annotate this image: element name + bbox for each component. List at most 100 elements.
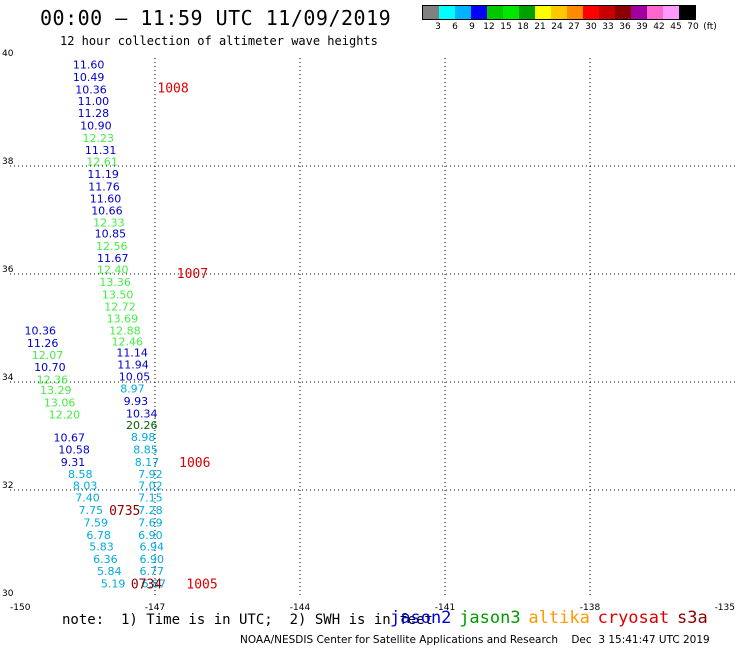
wave-height-label: 13.69 — [107, 312, 138, 325]
wave-height-label: 6.36 — [93, 553, 118, 566]
wave-height-label: 11.60 — [73, 58, 105, 71]
wave-height-label: 7.75 — [79, 504, 104, 517]
color-scale-label: 6 — [452, 22, 458, 32]
wave-height-label: 13.29 — [40, 384, 72, 397]
wave-height-label: 10.05 — [119, 371, 151, 384]
y-tick-label: 36 — [2, 265, 14, 275]
color-swatch — [455, 6, 471, 19]
wave-height-label: 7.15 — [138, 492, 163, 505]
wave-height-label: 11.00 — [78, 95, 110, 108]
color-scale-label: 3 — [435, 22, 441, 32]
x-tick-label: -147 — [145, 603, 165, 613]
color-swatch — [487, 6, 503, 19]
y-tick-label: 38 — [2, 157, 14, 167]
wave-height-label: 11.94 — [117, 359, 149, 372]
wave-height-label: 11.26 — [27, 337, 58, 350]
color-swatch — [679, 6, 695, 19]
wave-height-label: 10.58 — [58, 444, 89, 457]
color-swatch — [503, 6, 519, 19]
color-swatch — [663, 6, 679, 19]
color-scale-label: 24 — [551, 22, 563, 32]
wave-height-label: 10.34 — [126, 407, 158, 420]
wave-height-label: 11.76 — [88, 181, 120, 194]
x-tick-label: -144 — [290, 603, 311, 613]
wave-height-label: 11.67 — [97, 252, 129, 265]
page-title: 00:00 – 11:59 UTC 11/09/2019 — [40, 6, 392, 30]
wave-height-label: 6.78 — [86, 529, 111, 542]
y-tick-label: 40 — [2, 49, 14, 59]
wave-height-label: 5.84 — [97, 565, 122, 578]
pass-time-label: 0734 — [131, 577, 162, 592]
wave-height-label: 9.31 — [61, 456, 86, 469]
footer-note: note: 1) Time is in UTC; 2) SWH is in fe… — [62, 612, 433, 628]
wave-height-label: 7.40 — [75, 492, 100, 505]
wave-height-label: 7.02 — [138, 480, 163, 493]
wave-height-label: 6.77 — [140, 565, 165, 578]
color-swatch — [471, 6, 487, 19]
color-scale-label: 45 — [670, 22, 682, 32]
pass-time-label: 1007 — [177, 267, 208, 282]
wave-height-label: 11.60 — [90, 192, 122, 205]
wave-height-label: 10.67 — [54, 432, 86, 445]
wave-height-label: 10.90 — [80, 120, 112, 133]
wave-height-label: 5.83 — [89, 541, 114, 554]
color-swatch — [599, 6, 615, 19]
wave-height-label: 10.66 — [91, 204, 123, 217]
x-tick-label: -135 — [715, 603, 735, 613]
color-swatch — [423, 6, 439, 19]
wave-height-label: 6.94 — [140, 541, 165, 554]
wave-height-label: 5.19 — [101, 577, 126, 590]
pass-time-label: 1005 — [186, 577, 217, 592]
color-scale-label: 70 — [687, 22, 699, 32]
color-swatch — [615, 6, 631, 19]
color-swatch — [583, 6, 599, 19]
wave-height-label: 6.87 — [141, 577, 166, 590]
pass-time-label: 0735 — [109, 504, 140, 519]
wave-height-label: 12.56 — [96, 240, 128, 253]
pass-time-label: 1008 — [157, 82, 188, 97]
color-swatch — [631, 6, 647, 19]
color-scale-label: (ft) — [703, 22, 717, 32]
color-scale-label: 27 — [568, 22, 580, 32]
y-tick-label: 32 — [2, 481, 13, 491]
wave-height-label: 11.31 — [85, 144, 117, 157]
wave-height-label: 7.92 — [138, 468, 163, 481]
wave-height-label: 12.88 — [109, 325, 141, 338]
x-tick-label: -141 — [435, 603, 455, 613]
wave-height-label: 10.70 — [34, 361, 66, 374]
wave-height-label: 10.36 — [25, 325, 57, 338]
x-tick-label: -150 — [10, 603, 31, 613]
wave-height-label: 12.61 — [86, 156, 118, 169]
wave-height-label: 12.07 — [32, 349, 64, 362]
wave-height-label: 10.36 — [75, 83, 107, 96]
x-tick-label: -138 — [580, 603, 601, 613]
color-swatch — [519, 6, 535, 19]
wave-height-label: 10.49 — [73, 71, 105, 84]
legend-entry-cryosat: cryosat — [597, 608, 670, 628]
color-scale-label: 9 — [469, 22, 475, 32]
color-swatch — [535, 6, 551, 19]
color-scale-label: 30 — [585, 22, 597, 32]
legend-entry-jason2: jason2 — [390, 608, 452, 628]
wave-height-label: 8.17 — [135, 456, 160, 469]
wave-height-label: 9.93 — [124, 395, 149, 408]
wave-height-label: 7.69 — [138, 516, 163, 529]
wave-height-label: 12.46 — [112, 336, 144, 349]
color-swatch — [567, 6, 583, 19]
wave-height-label: 10.85 — [95, 228, 127, 241]
color-scale-label: 39 — [636, 22, 648, 32]
color-scale-label: 18 — [517, 22, 529, 32]
legend-entry-jason3: jason3 — [459, 608, 521, 628]
color-swatch — [551, 6, 567, 19]
color-scale-label: 21 — [534, 22, 546, 32]
color-scale: 3 6 9 12 15 18 21 24 27 30 33 36 39 42 45 70 (ft) — [422, 5, 717, 32]
wave-height-label: 12.20 — [49, 408, 81, 421]
wave-height-label: 11.19 — [87, 168, 119, 181]
color-scale-label: 36 — [619, 22, 631, 32]
wave-height-label: 8.03 — [73, 480, 98, 493]
wave-height-label: 12.36 — [37, 373, 68, 386]
pass-time-label: 1006 — [179, 456, 210, 471]
wave-height-label: 8.97 — [120, 382, 145, 395]
wave-height-label: 11.14 — [116, 346, 148, 359]
